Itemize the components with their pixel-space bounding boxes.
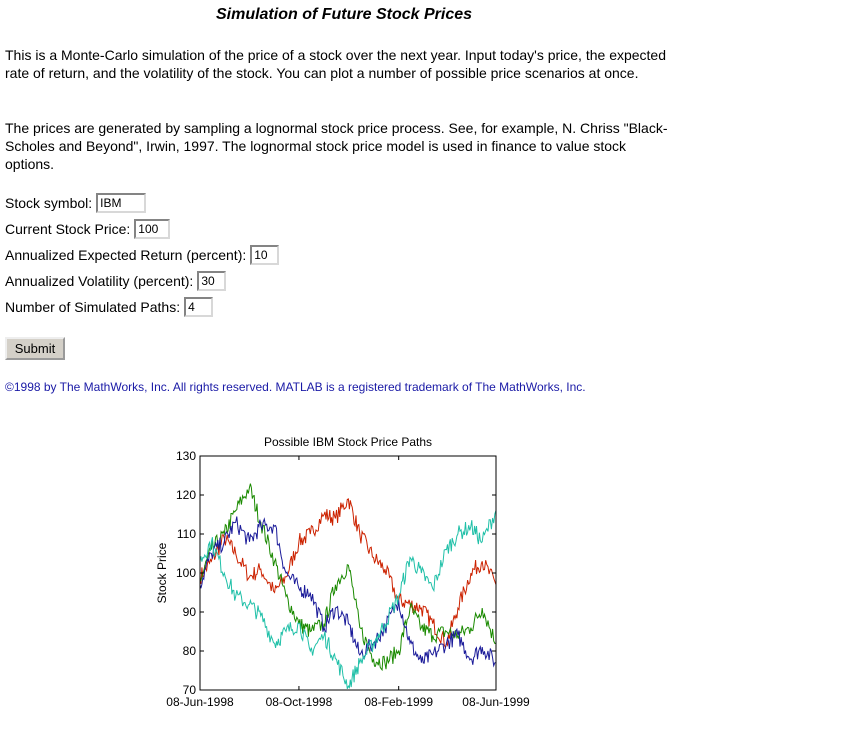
volatility-input[interactable] (197, 271, 227, 291)
intro-paragraph: This is a Monte-Carlo simulation of the … (5, 47, 667, 81)
series-line-1 (199, 498, 497, 650)
chart-title: Possible IBM Stock Price Paths (264, 435, 432, 449)
x-tick-label: 08-Feb-1999 (364, 695, 433, 709)
y-tick-label: 120 (176, 488, 196, 502)
paths-row: Number of Simulated Paths: (5, 296, 214, 318)
y-tick-label: 90 (183, 605, 197, 619)
plot-frame (199, 455, 497, 691)
copyright-text: ©1998 by The MathWorks, Inc. All rights … (5, 380, 586, 394)
return-row: Annualized Expected Return (percent): (5, 244, 280, 266)
submit-button[interactable]: Submit (5, 337, 65, 360)
y-tick-label: 70 (183, 683, 197, 697)
price-label: Current Stock Price: (5, 221, 131, 237)
volatility-label: Annualized Volatility (percent): (5, 273, 194, 289)
x-tick-label: 08-Jun-1998 (166, 695, 234, 709)
page-title: Simulation of Future Stock Prices (215, 6, 473, 23)
x-tick-label: 08-Jun-1999 (462, 695, 530, 709)
y-tick-label: 130 (176, 449, 196, 463)
method-paragraph: The prices are generated by sampling a l… (5, 120, 668, 172)
price-input[interactable] (134, 219, 171, 239)
series-line-4 (199, 510, 497, 690)
paths-label: Number of Simulated Paths: (5, 299, 181, 315)
series-line-3 (199, 516, 496, 668)
symbol-input[interactable] (96, 193, 147, 213)
y-tick-label: 80 (183, 644, 197, 658)
stock-price-chart: Possible IBM Stock Price Paths Stock Pric… (155, 435, 530, 709)
return-label: Annualized Expected Return (percent): (5, 247, 247, 263)
paths-input[interactable] (184, 297, 214, 317)
symbol-label: Stock symbol: (5, 195, 93, 211)
price-row: Current Stock Price: (5, 218, 171, 240)
volatility-row: Annualized Volatility (percent): (5, 270, 227, 292)
x-tick-label: 08-Oct-1998 (266, 695, 333, 709)
series-line-2 (199, 483, 497, 672)
y-tick-label: 100 (176, 566, 196, 580)
return-input[interactable] (250, 245, 280, 265)
y-axis-label: Stock Price (155, 542, 169, 603)
symbol-row: Stock symbol: (5, 192, 147, 214)
y-tick-label: 110 (177, 527, 196, 541)
